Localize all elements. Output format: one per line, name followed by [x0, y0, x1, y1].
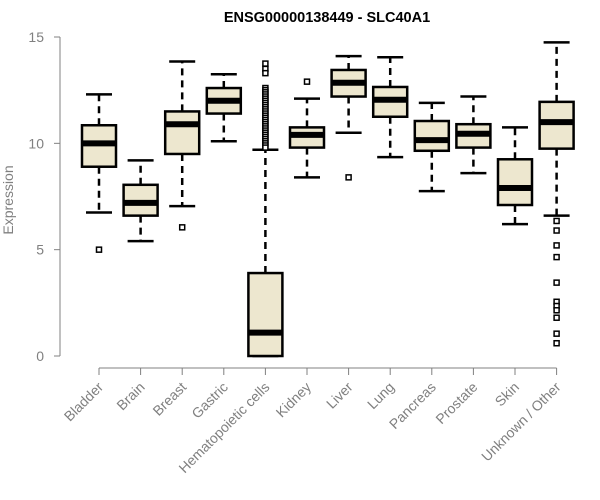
outlier-point [553, 242, 560, 249]
outlier-point [303, 78, 311, 85]
iqr-box [496, 158, 534, 207]
outlier-point [553, 339, 560, 347]
outlier-point [262, 60, 269, 67]
outlier-point [262, 69, 269, 77]
y-tick-label: 10 [28, 135, 44, 151]
x-tick-label: Liver [323, 379, 356, 412]
box-lung [371, 55, 409, 159]
outlier-point [95, 246, 103, 253]
outlier-point [553, 279, 560, 286]
x-tick-label: Breast [149, 379, 189, 419]
iqr-box [247, 271, 284, 358]
outlier-point [178, 224, 186, 231]
outlier-point [553, 217, 560, 225]
box-prostate [455, 95, 492, 175]
iqr-box [538, 100, 575, 150]
box-brain [122, 159, 159, 243]
outlier-point [553, 227, 560, 234]
outlier-point [262, 144, 269, 151]
x-tick-label: Unknown / Other [478, 379, 564, 465]
outlier-point [553, 314, 560, 321]
outlier-point [345, 174, 352, 181]
box-gastric [205, 72, 243, 143]
y-tick-label: 5 [36, 242, 44, 258]
x-tick-label: Bladder [61, 379, 107, 425]
x-tick-label: Kidney [273, 379, 315, 421]
y-axis-label: Expression [0, 165, 16, 234]
y-tick-label: 15 [28, 29, 44, 45]
x-tick-label: Skin [492, 379, 523, 410]
outlier-point [553, 253, 560, 261]
box-hematopoietic-cells [247, 60, 284, 358]
x-tick-label: Brain [113, 379, 147, 413]
y-tick-label: 0 [36, 348, 44, 364]
outlier-point [553, 330, 560, 337]
chart-title: ENSG00000138449 - SLC40A1 [224, 10, 430, 26]
boxes [80, 41, 575, 358]
box-skin [496, 126, 534, 226]
x-tick-label: Prostate [432, 379, 480, 427]
outlier-point [553, 307, 560, 314]
x-tick-label: Lung [364, 379, 397, 412]
iqr-box [163, 110, 201, 156]
box-liver [330, 54, 367, 181]
box-kidney [288, 78, 326, 179]
box-unknown-other [538, 41, 575, 347]
box-pancreas [413, 101, 451, 193]
y-axis: 0 5 10 15 [28, 29, 61, 364]
box-breast [163, 60, 201, 231]
box-bladder [80, 93, 118, 253]
iqr-box [413, 119, 451, 153]
